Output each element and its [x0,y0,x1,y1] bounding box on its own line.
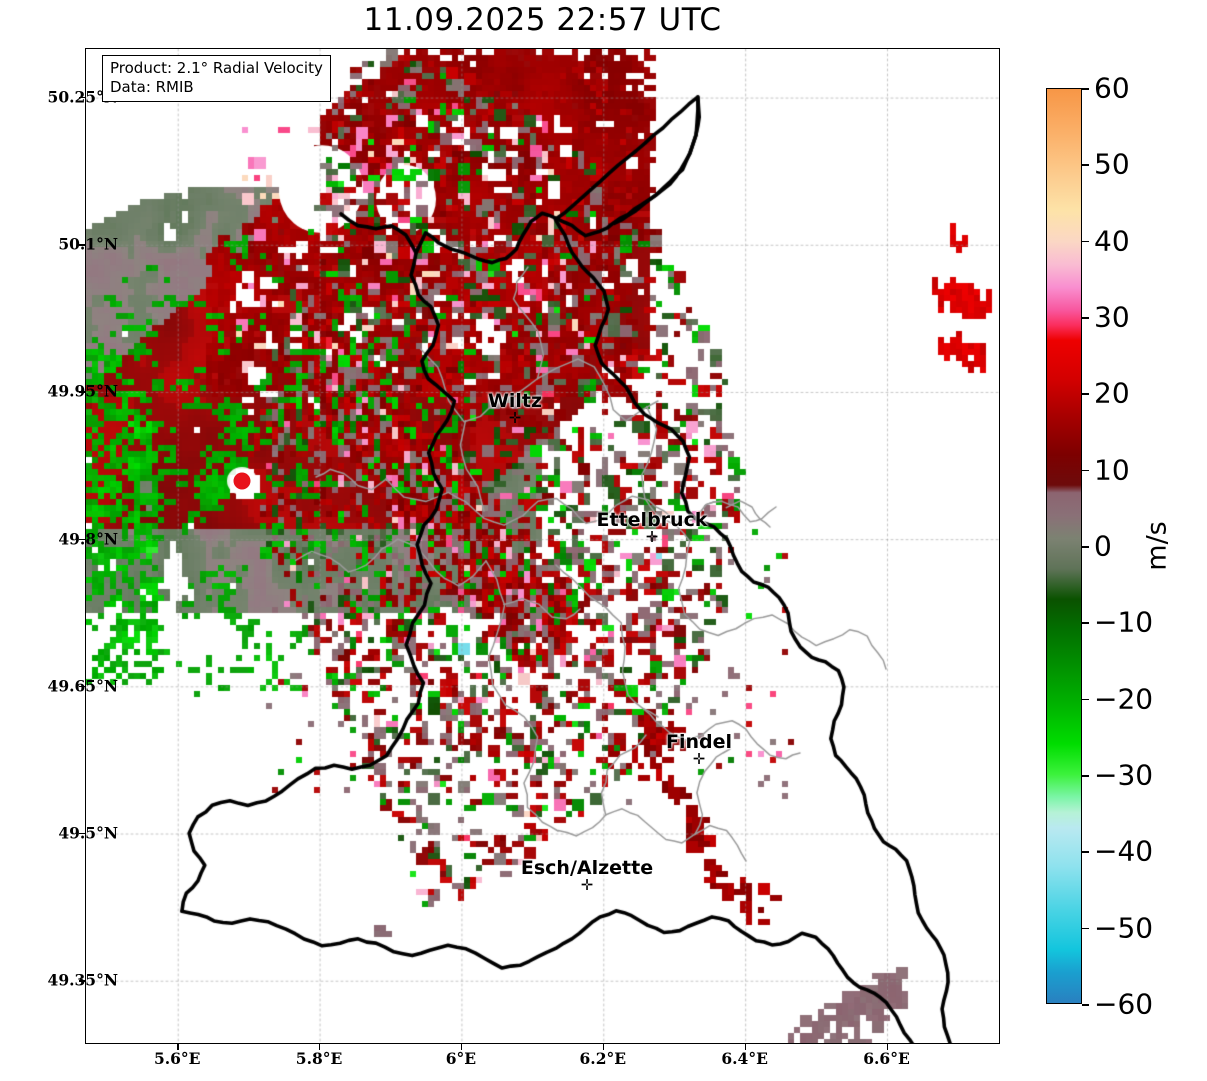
colorbar-tick-label: 50 [1094,147,1130,181]
colorbar-tick-label: 60 [1094,71,1130,105]
colorbar-unit-label: m/s [1141,521,1173,571]
y-axis-label: 49.35°N [47,970,118,990]
colorbar-tick [1082,775,1089,777]
city-label-esch-alzette: Esch/Alzette ✛ [520,857,654,894]
y-axis-tick [79,538,85,541]
city-name: Findel [665,731,733,753]
y-axis-label: 50.25°N [47,87,118,107]
city-label-ettelbruck: Ettelbruck ✛ [596,509,708,546]
y-axis-label: 49.5°N [58,823,118,843]
x-axis-label: 6.2°E [579,1049,627,1068]
x-axis-label: 6°E [445,1049,477,1068]
info-data-line: Data: RMIB [110,78,194,96]
y-axis-label: 49.65°N [47,676,118,696]
x-axis-label: 6.6°E [863,1049,910,1068]
colorbar-tick [1082,88,1089,90]
x-axis-label: 6.4°E [721,1049,768,1068]
colorbar-tick-label: −20 [1094,682,1154,716]
x-axis-label: 5.6°E [153,1049,201,1068]
colorbar-tick [1082,851,1089,853]
radar-site-marker [233,472,251,490]
y-axis-tick [79,244,85,246]
colorbar-tick [1082,1004,1089,1006]
radar-canvas-layer [86,49,999,1043]
city-name: Wiltz [487,390,543,412]
x-axis-tick [744,1044,747,1050]
colorbar-tick [1082,164,1089,166]
x-axis-tick [319,1044,321,1050]
city-marker-icon: ✛ [645,528,659,546]
x-axis-tick [602,1044,605,1050]
city-marker-icon: ✛ [580,876,594,894]
x-axis-tick [177,1044,179,1050]
colorbar-tick-label: 0 [1094,529,1112,563]
y-axis-tick [79,833,85,835]
colorbar-tick [1082,469,1089,472]
colorbar-gradient [1047,89,1081,1003]
x-axis-label: 5.8°E [295,1049,343,1068]
colorbar-tick-label: −30 [1094,758,1154,792]
colorbar-tick [1082,240,1089,243]
city-name: Esch/Alzette [520,857,654,879]
colorbar[interactable] [1046,88,1082,1004]
y-axis-label: 50.1°N [58,234,118,254]
radar-reflectivity-canvas [86,49,999,1043]
y-axis-label: 49.95°N [47,381,118,401]
city-label-wiltz: Wiltz ✛ [487,390,543,427]
y-axis-tick [79,391,85,393]
colorbar-tick-label: −60 [1094,987,1154,1021]
product-info-box: Product: 2.1° Radial Velocity Data: RMIB [102,55,331,102]
colorbar-tick [1082,698,1089,701]
colorbar-tick-label: −10 [1094,605,1154,639]
y-axis-label: 49.8°N [58,529,118,549]
city-name: Ettelbruck [596,509,708,531]
y-axis-tick [79,97,85,99]
colorbar-tick-label: 30 [1094,300,1130,334]
colorbar-tick [1082,622,1089,624]
x-axis-tick [460,1044,463,1050]
page-title: 11.09.2025 22:57 UTC [363,2,722,38]
colorbar-tick-label: 40 [1094,224,1130,258]
info-product-line: Product: 2.1° Radial Velocity [110,59,323,77]
colorbar-tick [1082,546,1089,548]
city-label-findel: Findel ✛ [665,731,733,768]
city-marker-icon: ✛ [692,750,706,768]
colorbar-tick-label: −50 [1094,911,1154,945]
colorbar-tick-label: 20 [1094,376,1130,410]
y-axis-tick [79,980,85,982]
colorbar-tick-label: −40 [1094,834,1154,868]
city-marker-icon: ✛ [508,409,522,427]
radar-map-plot[interactable]: Product: 2.1° Radial Velocity Data: RMIB… [85,48,1000,1044]
colorbar-tick [1082,393,1089,395]
colorbar-tick-label: 10 [1094,453,1130,487]
y-axis-tick [79,685,85,688]
colorbar-tick [1082,927,1089,930]
colorbar-tick [1082,317,1089,319]
x-axis-tick [886,1044,888,1050]
